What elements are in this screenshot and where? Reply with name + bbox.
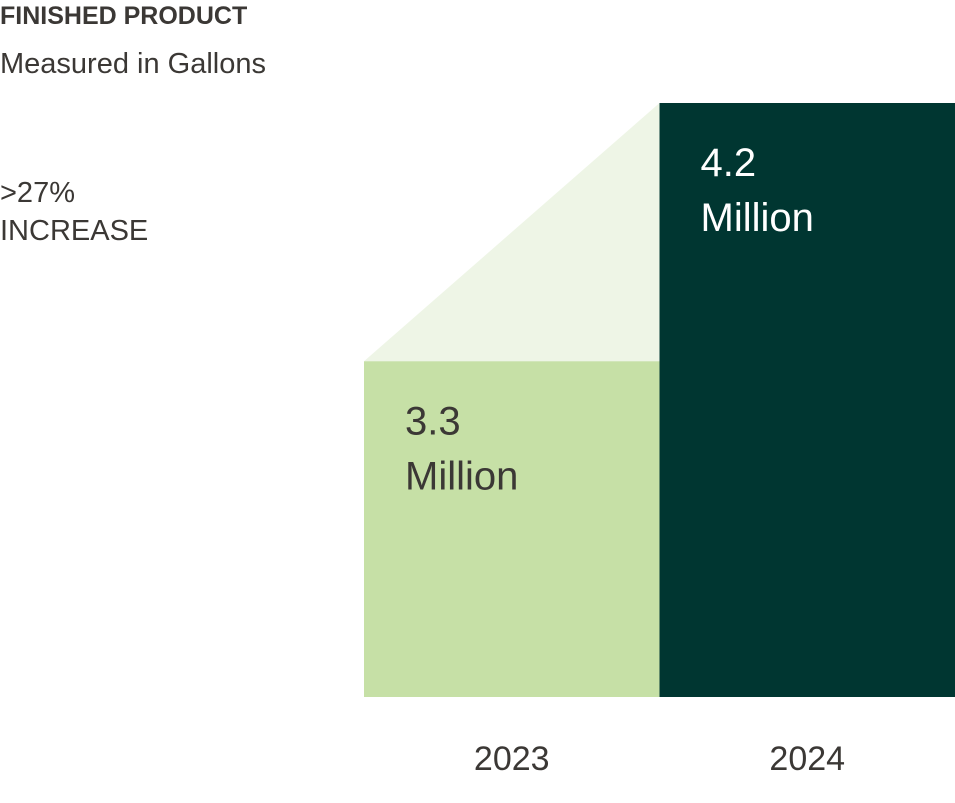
chart-title: FINISHED PRODUCT (0, 2, 247, 30)
value-label: 3.3 Million (405, 399, 518, 498)
annotation: INCREASE (0, 215, 148, 247)
connector (364, 103, 660, 362)
value-label: 4.2 Million (701, 141, 814, 240)
bar (364, 361, 660, 697)
x-tick-label: 2024 (769, 740, 845, 778)
x-tick-label: 2023 (474, 740, 550, 778)
annotation: >27% (0, 177, 75, 209)
chart-subtitle: Measured in Gallons (0, 48, 266, 80)
bar (659, 103, 955, 697)
